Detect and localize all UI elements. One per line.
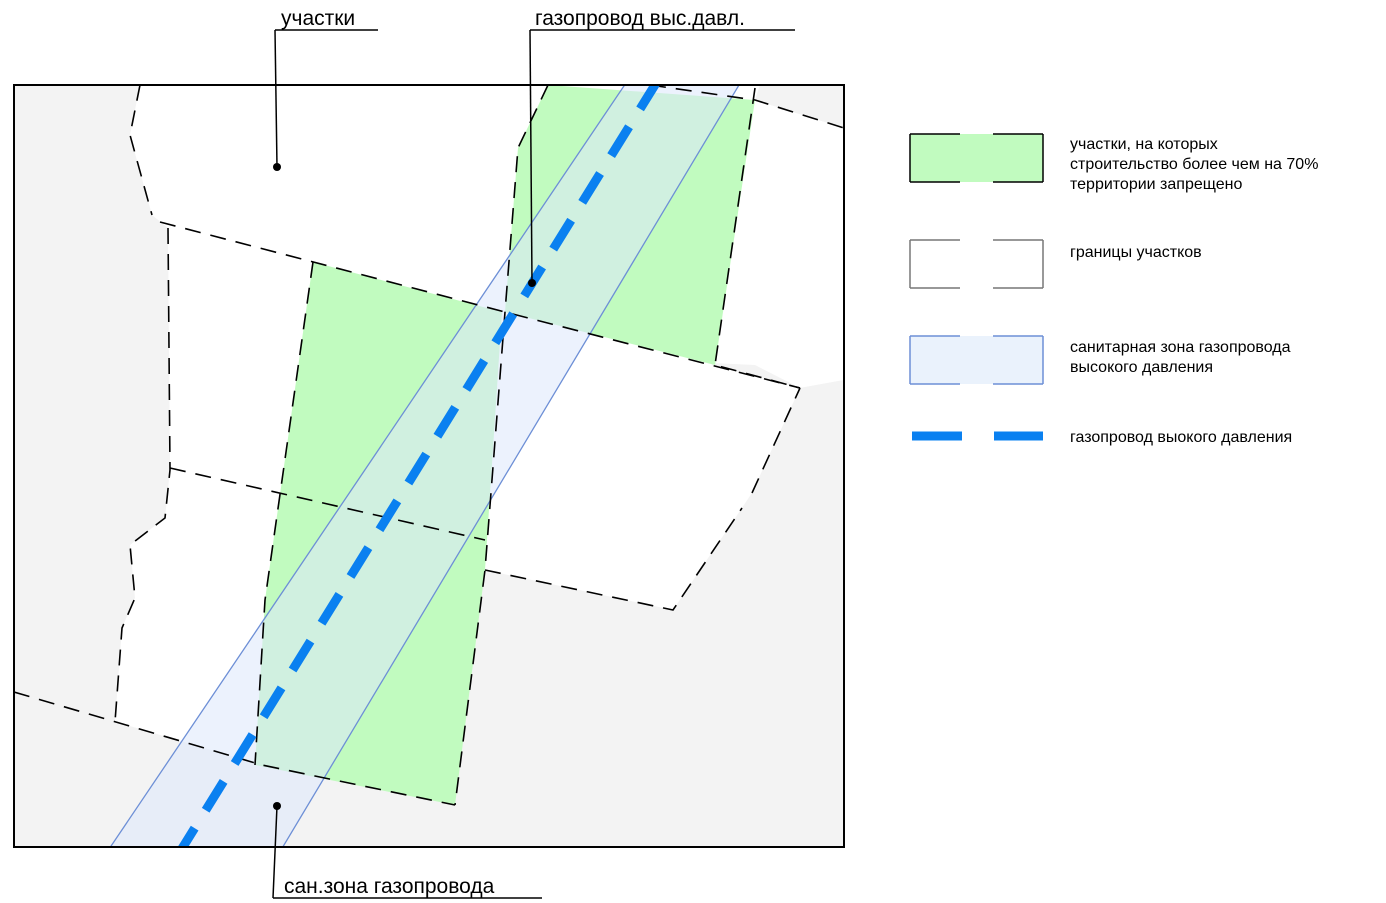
legend-restricted-line-3: территории запрещено bbox=[1070, 176, 1242, 193]
sanitary-zone-band bbox=[109, 85, 740, 847]
callout-plots: участки bbox=[273, 7, 378, 171]
callout-pipeline: газопровод выс.давл. bbox=[528, 7, 795, 287]
callout-sanitary: сан.зона газопровода bbox=[272, 802, 542, 899]
callout-pipeline-label: газопровод выс.давл. bbox=[535, 7, 745, 30]
plot-left-white bbox=[115, 222, 310, 745]
svg-text:санитарная зона газопровода: санитарная зона газопровода высокого дав… bbox=[1070, 339, 1295, 376]
legend-swatch-restricted bbox=[910, 134, 1043, 182]
callout-plots-label: участки bbox=[281, 7, 355, 30]
legend-swatch-boundaries bbox=[910, 240, 1043, 288]
plot-right-white bbox=[485, 312, 800, 610]
legend-swatch-sanitary bbox=[910, 336, 1043, 384]
callout-sanitary-label: сан.зона газопровода bbox=[284, 875, 495, 898]
legend-restricted-line-2: строительство более чем на 70% bbox=[1070, 156, 1318, 173]
legend: участки, на которых строительство более … bbox=[909, 133, 1323, 446]
legend-item-sanitary-zone: санитарная зона газопровода высокого дав… bbox=[909, 335, 1295, 385]
legend-boundaries-line-1: границы участков bbox=[1070, 244, 1202, 261]
legend-restricted-line-1: участки, на которых bbox=[1070, 136, 1218, 153]
legend-sanitary-line-2: высокого давления bbox=[1070, 359, 1213, 376]
parcel-boundaries bbox=[14, 85, 844, 806]
legend-item-boundaries: границы участков bbox=[909, 239, 1202, 289]
legend-item-pipeline: газопровод выокого давления bbox=[912, 429, 1292, 446]
map-content bbox=[14, 85, 844, 847]
legend-sanitary-line-1: санитарная зона газопровода bbox=[1070, 339, 1291, 356]
outside-gray-bottom bbox=[14, 380, 844, 847]
map-frame-border bbox=[13, 84, 845, 848]
outside-gray-top-right bbox=[755, 85, 844, 128]
svg-text:участки, на которых ст: участки, на которых строительство более … bbox=[1070, 136, 1323, 193]
legend-pipeline-line-1: газопровод выокого давления bbox=[1070, 429, 1292, 446]
high-pressure-pipeline bbox=[177, 85, 661, 847]
legend-item-restricted: участки, на которых строительство более … bbox=[909, 133, 1323, 193]
